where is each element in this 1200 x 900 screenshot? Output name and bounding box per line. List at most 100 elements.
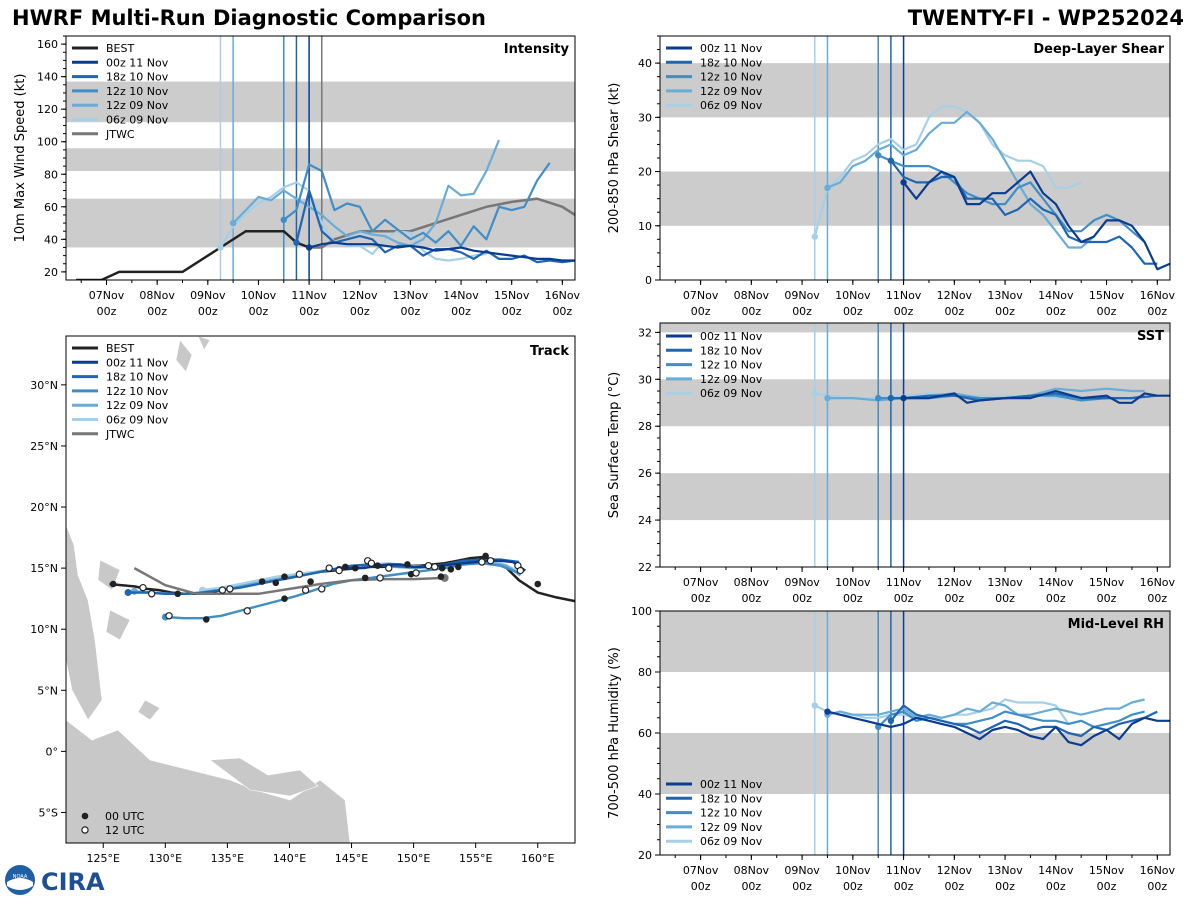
- rh-xtick-sublabel: 00z: [894, 880, 914, 893]
- intensity-series-line: [308, 241, 575, 262]
- rh-ytick-label: 60: [638, 727, 652, 740]
- sst-legend-label: 00z 11 Nov: [700, 330, 763, 343]
- land-mass: [137, 699, 161, 721]
- track-ytick-label: 0°: [46, 745, 59, 758]
- shear-ytick-label: 30: [638, 111, 652, 124]
- sst-band: [660, 323, 1170, 333]
- intensity-xtick-label: 16Nov: [545, 289, 581, 302]
- intensity-xtick-sublabel: 00z: [350, 305, 370, 318]
- shear-panel-title: Deep-Layer Shear: [1033, 42, 1164, 57]
- intensity-band: [66, 81, 575, 123]
- shear-series-line: [902, 170, 1170, 271]
- track-12utc-marker: [301, 586, 310, 594]
- track-00utc-marker: [342, 563, 349, 571]
- intensity-xtick-label: 15Nov: [494, 289, 530, 302]
- track-legend-label: 06z 09 Nov: [106, 414, 169, 427]
- sst-xtick-label: 16Nov: [1140, 576, 1176, 589]
- marker-legend-label: 00 UTC: [105, 810, 145, 823]
- shear-ytick-label: 0: [645, 274, 652, 287]
- sst-band: [660, 473, 1170, 521]
- sst-xtick-sublabel: 00z: [741, 592, 761, 605]
- track-12utc-marker: [318, 585, 326, 593]
- rh-ytick-label: 100: [631, 605, 652, 618]
- intensity-legend-label: 00z 11 Nov: [106, 56, 169, 69]
- shear-xtick-sublabel: 00z: [741, 305, 761, 318]
- marker-legend-filled: [81, 812, 89, 820]
- sst-init-point: [811, 390, 818, 397]
- track-ytick-label: 5°S: [39, 806, 58, 819]
- rh-xtick-label: 09Nov: [784, 864, 820, 877]
- intensity-xtick-sublabel: 00z: [299, 305, 319, 318]
- sst-xtick-label: 11Nov: [886, 576, 922, 589]
- shear-xtick-sublabel: 00z: [691, 305, 711, 318]
- intensity-xtick-label: 14Nov: [443, 289, 479, 302]
- intensity-legend-label: JTWC: [105, 128, 135, 141]
- sst-legend-label: 12z 09 Nov: [700, 373, 763, 386]
- track-12utc-marker: [165, 612, 173, 620]
- sst-xtick-sublabel: 00z: [894, 592, 914, 605]
- intensity-init-point: [293, 239, 300, 246]
- rh-xtick-label: 12Nov: [937, 864, 973, 877]
- track-12utc-marker: [226, 585, 234, 593]
- intensity-xtick-sublabel: 00z: [198, 305, 218, 318]
- intensity-xtick-label: 12Nov: [342, 289, 378, 302]
- shear-xtick-label: 12Nov: [937, 289, 973, 302]
- track-00utc-marker: [281, 573, 288, 580]
- storm-id-title: TWENTY-FI - WP252024: [907, 6, 1184, 30]
- shear-legend-label: 12z 09 Nov: [700, 85, 763, 98]
- shear-xtick-label: 08Nov: [734, 289, 770, 302]
- rh-series-line: [890, 704, 1158, 738]
- track-00utc-marker: [281, 595, 288, 602]
- marker-legend-open: [81, 826, 89, 834]
- cira-logo-text: CIRA: [41, 868, 105, 896]
- shear-band: [660, 63, 1170, 118]
- figure-title: HWRF Multi-Run Diagnostic Comparison: [12, 6, 487, 30]
- intensity-panel-title: Intensity: [504, 42, 570, 57]
- rh-legend-label: 18z 10 Nov: [700, 792, 763, 805]
- intensity-init-point: [305, 244, 313, 251]
- sst-init-point: [900, 394, 907, 402]
- marker-legend-label: 12 UTC: [105, 824, 145, 837]
- track-00utc-marker: [202, 616, 210, 623]
- track-00utc-marker: [351, 564, 359, 572]
- sst-xtick-label: 07Nov: [683, 576, 719, 589]
- track-ytick-label: 25°N: [30, 440, 58, 453]
- sst-xtick-sublabel: 00z: [1097, 592, 1117, 605]
- intensity-ytick-label: 40: [44, 233, 58, 246]
- track-xtick-label: 125°E: [87, 852, 120, 865]
- sst-xtick-sublabel: 00z: [792, 592, 812, 605]
- rh-xtick-label: 16Nov: [1140, 864, 1176, 877]
- shear-legend-label: 00z 11 Nov: [700, 42, 763, 55]
- intensity-xtick-label: 07Nov: [89, 289, 125, 302]
- intensity-legend-label: 18z 10 Nov: [106, 71, 169, 84]
- intensity-xtick-label: 10Nov: [241, 289, 277, 302]
- intensity-xtick-sublabel: 00z: [147, 305, 167, 318]
- intensity-xtick-sublabel: 00z: [249, 305, 269, 318]
- rh-ytick-label: 80: [638, 666, 652, 679]
- shear-ytick-label: 20: [638, 166, 652, 179]
- sst-xtick-sublabel: 00z: [995, 592, 1015, 605]
- track-00utc-marker: [455, 563, 462, 571]
- rh-panel-title: Mid-Level RH: [1068, 617, 1164, 632]
- land-mass: [175, 339, 193, 373]
- shear-xtick-label: 11Nov: [886, 289, 922, 302]
- track-00utc-marker: [109, 580, 117, 588]
- track-12utc-marker: [486, 557, 495, 565]
- track-12utc-marker: [367, 559, 376, 567]
- intensity-xtick-label: 11Nov: [291, 289, 327, 302]
- shear-xtick-sublabel: 00z: [944, 305, 964, 318]
- track-00utc-marker: [361, 574, 369, 582]
- intensity-ytick-label: 60: [44, 201, 58, 214]
- track-12utc-marker: [147, 590, 156, 598]
- track-00utc-marker: [307, 578, 314, 585]
- rh-legend-label: 06z 09 Nov: [700, 835, 763, 848]
- sst-series-line: [903, 389, 1170, 404]
- sst-xtick-label: 08Nov: [734, 576, 770, 589]
- track-ytick-label: 20°N: [30, 501, 58, 514]
- intensity-ytick-label: 160: [37, 38, 58, 51]
- intensity-init-point: [280, 216, 287, 224]
- land-mass: [209, 757, 319, 797]
- shear-ytick-label: 40: [638, 57, 652, 70]
- sst-panel-title: SST: [1137, 329, 1164, 344]
- rh-xtick-sublabel: 00z: [1097, 880, 1117, 893]
